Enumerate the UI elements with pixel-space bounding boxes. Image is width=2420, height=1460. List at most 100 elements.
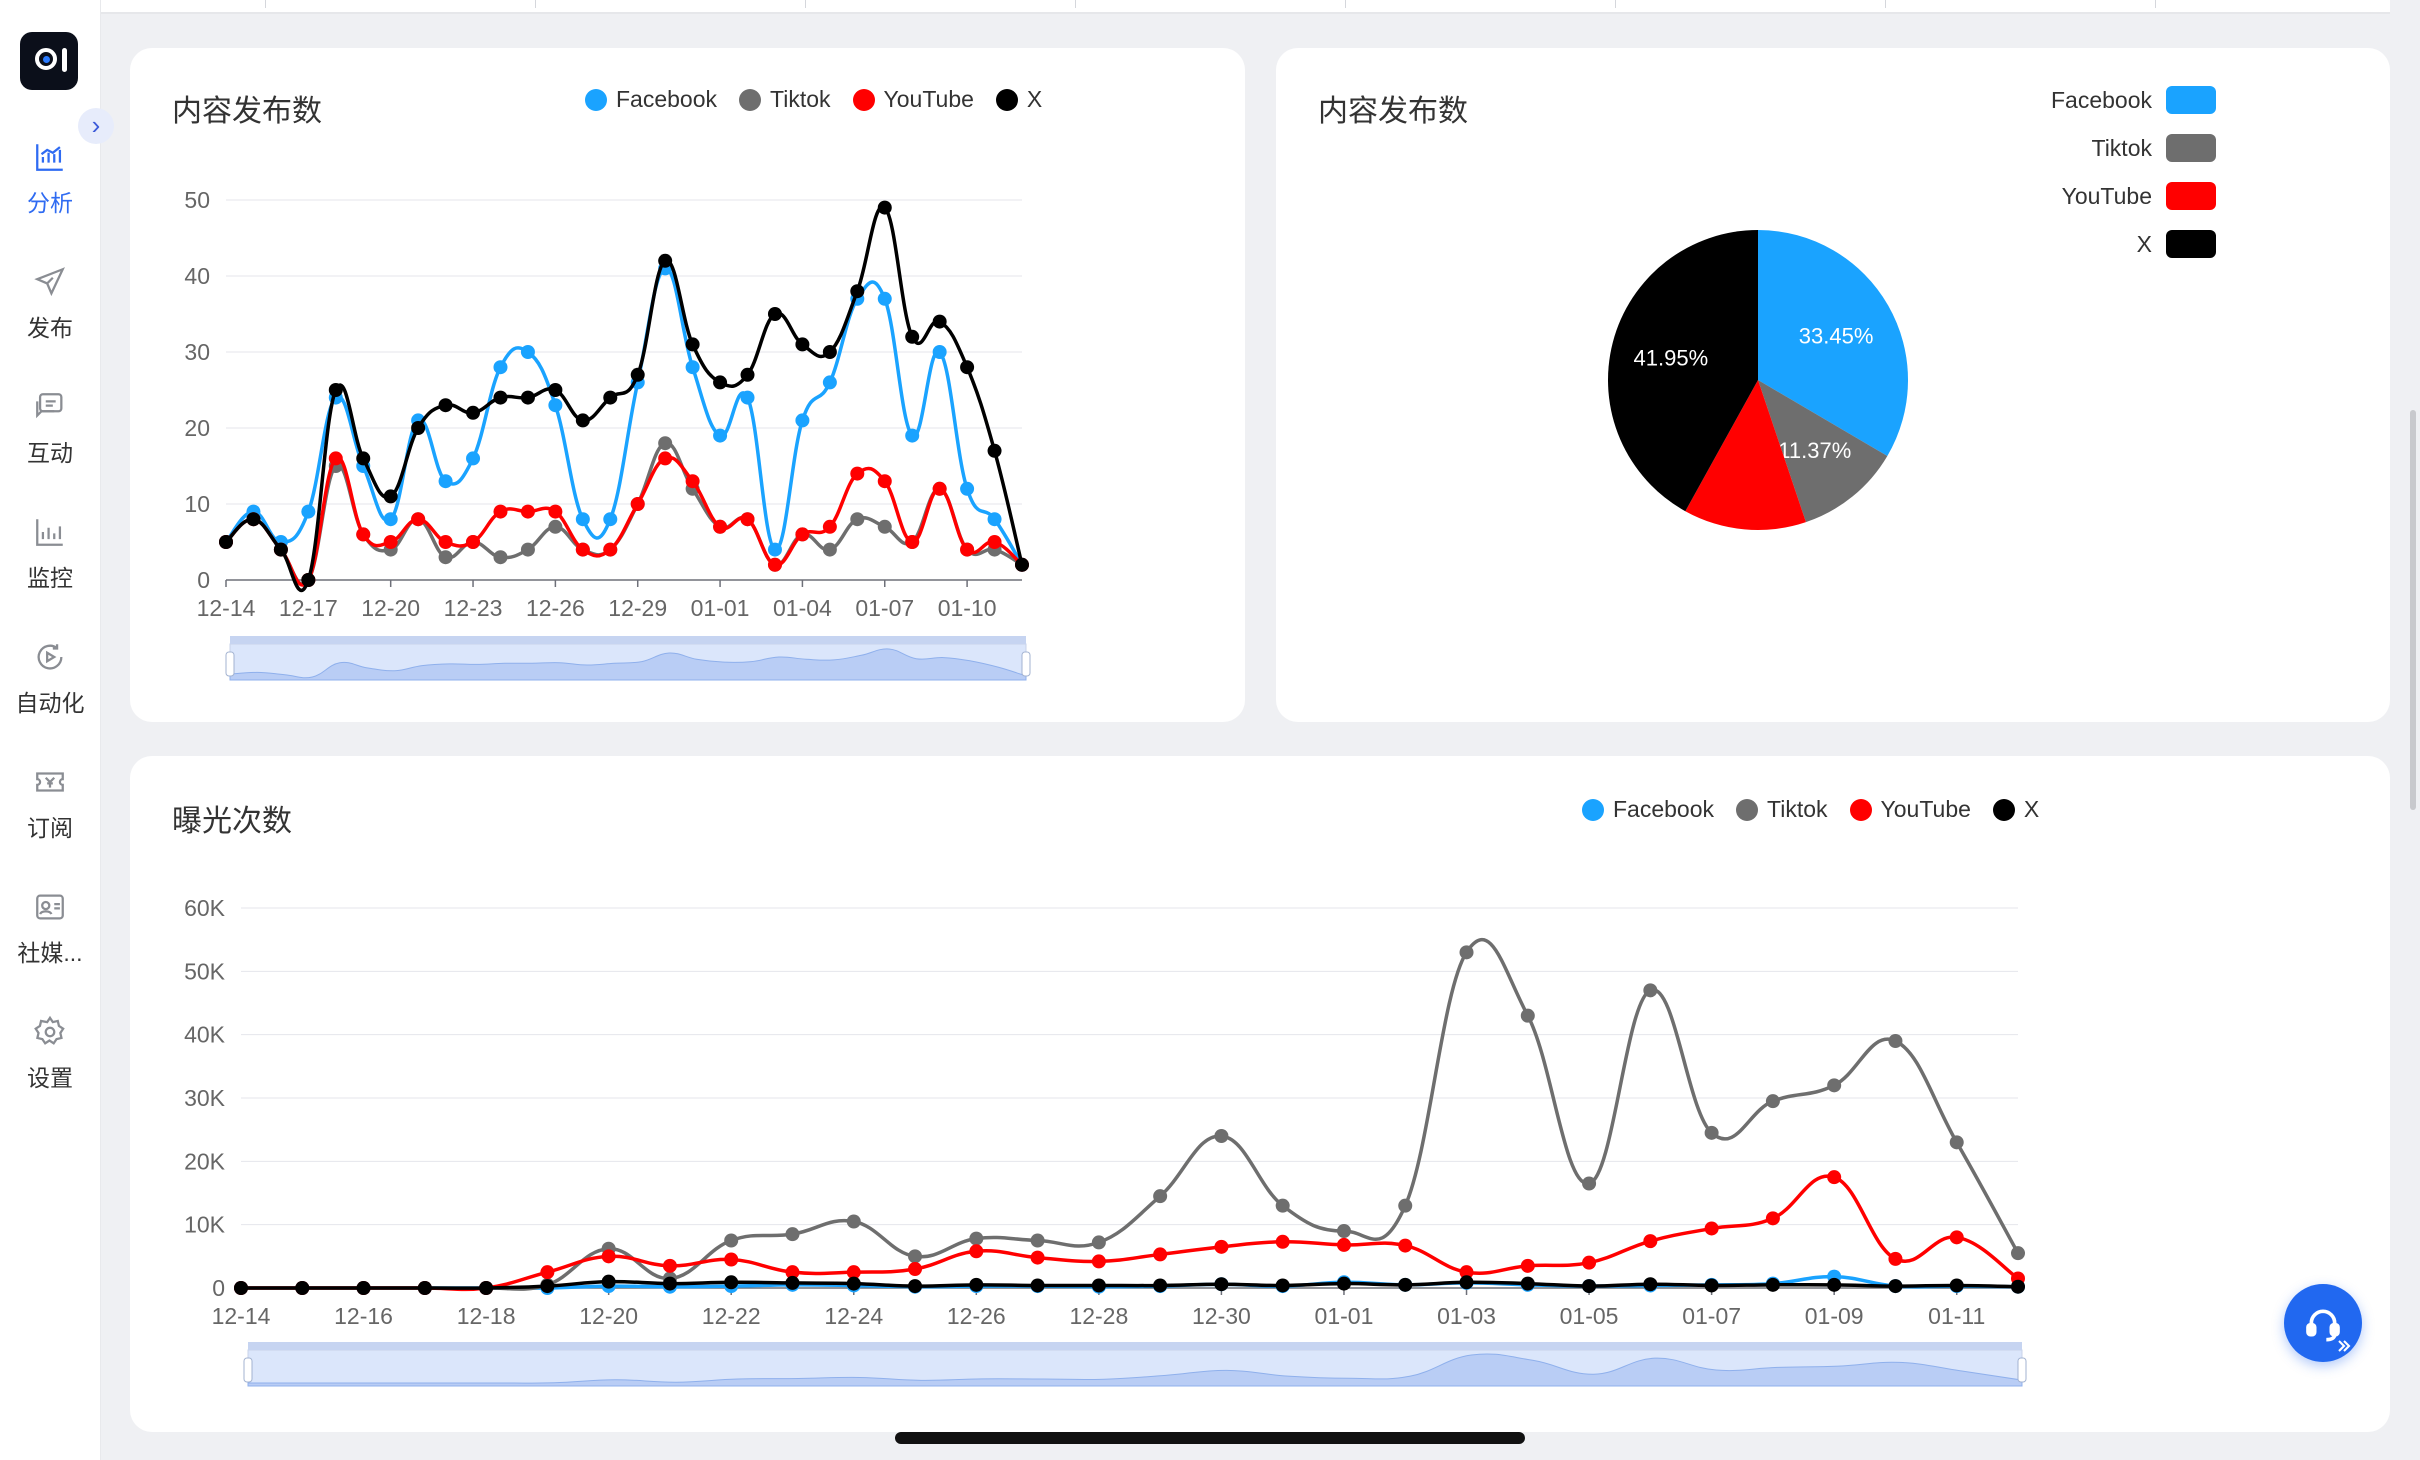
sidebar-expand-button[interactable]: ›	[78, 108, 114, 144]
x-tick-label: 01-05	[1560, 1303, 1619, 1329]
legend-item-tiktok[interactable]: Tiktok	[739, 86, 831, 113]
y-tick-label: 50K	[184, 958, 226, 984]
data-point-tiktok	[1949, 1135, 1964, 1150]
data-point-x	[1643, 1277, 1658, 1292]
data-point-tiktok	[1643, 983, 1658, 998]
data-point-facebook	[713, 428, 728, 443]
data-point-x	[1827, 1277, 1842, 1292]
data-point-tiktok	[1153, 1189, 1168, 1204]
legend-item-tiktok[interactable]: Tiktok	[2092, 134, 2216, 162]
data-point-youtube	[969, 1244, 984, 1259]
legend-item-youtube[interactable]: YouTube	[1849, 796, 1971, 823]
data-point-tiktok	[724, 1233, 739, 1248]
zoom-drag-bar	[248, 1342, 2022, 1350]
data-point-tiktok	[785, 1227, 800, 1242]
legend-item-facebook[interactable]: Facebook	[585, 86, 717, 113]
sidebar-item-publish[interactable]: 发布	[0, 265, 100, 375]
data-point-x	[1091, 1278, 1106, 1293]
data-point-tiktok	[877, 519, 892, 534]
data-point-facebook	[301, 504, 316, 519]
sidebar-item-label: 自动化	[15, 690, 85, 716]
x-tick-label: 12-17	[279, 595, 338, 621]
y-tick-label: 40K	[184, 1022, 226, 1048]
data-point-youtube	[1153, 1247, 1168, 1262]
x-tick-label: 12-26	[947, 1303, 1006, 1329]
gear-icon	[34, 1015, 65, 1045]
data-point-youtube	[1582, 1255, 1597, 1270]
data-point-x	[1214, 1277, 1229, 1292]
series-line-youtube	[224, 455, 1024, 587]
card-title: 内容发布数	[172, 95, 322, 128]
sidebar-item-interaction[interactable]: 互动	[0, 390, 100, 500]
x-tick-label: 12-20	[579, 1303, 638, 1329]
zoom-slider-preview	[247, 1353, 2023, 1387]
data-point-x	[273, 542, 288, 557]
sidebar-item-analytics[interactable]: 分析	[0, 140, 100, 250]
data-point-x	[630, 367, 645, 382]
data-point-x	[234, 1281, 248, 1295]
data-point-x	[383, 489, 398, 504]
data-point-x	[724, 1275, 739, 1290]
y-tick-label: 60K	[184, 895, 226, 921]
data-point-x	[540, 1279, 555, 1294]
data-point-x	[767, 307, 782, 321]
data-point-youtube	[411, 512, 426, 527]
data-point-x	[1704, 1278, 1719, 1293]
x-tick-label: 12-16	[334, 1303, 393, 1329]
data-point-x	[1459, 1275, 1474, 1290]
sidebar-item-settings[interactable]: 设置	[0, 1015, 100, 1125]
legend-item-youtube[interactable]: YouTube	[2062, 182, 2216, 210]
data-point-x	[877, 200, 892, 215]
y-tick-label: 30	[184, 339, 210, 365]
data-point-x	[328, 383, 343, 397]
y-tick-label: 0	[197, 567, 210, 593]
legend-item-facebook[interactable]: Facebook	[2051, 86, 2216, 114]
x-tick-label: 01-10	[938, 595, 997, 621]
data-point-tiktok	[1275, 1198, 1290, 1213]
data-point-x	[905, 329, 920, 344]
data-point-youtube	[1704, 1221, 1719, 1236]
data-point-tiktok	[1214, 1129, 1229, 1143]
zoom-handle-right	[1021, 651, 1031, 677]
data-point-x	[466, 405, 481, 420]
data-point-tiktok	[1765, 1094, 1780, 1109]
automation-play-icon	[37, 644, 63, 670]
zoom-handle-left	[225, 651, 235, 677]
legend-item-youtube[interactable]: YouTube	[852, 86, 974, 113]
data-point-youtube	[1398, 1238, 1413, 1253]
sidebar-item-subscription[interactable]: 订阅	[0, 765, 100, 875]
data-point-tiktok	[520, 542, 535, 557]
data-point-x	[785, 1275, 800, 1290]
app-logo[interactable]	[20, 32, 78, 90]
sidebar-item-label: 设置	[27, 1065, 73, 1091]
legend-item-x[interactable]: X	[1992, 796, 2039, 823]
data-point-x	[356, 1281, 371, 1295]
data-point-tiktok	[658, 436, 673, 451]
data-point-tiktok	[438, 550, 453, 565]
y-tick-label: 0	[212, 1275, 225, 1301]
sidebar-item-label: 发布	[27, 315, 73, 341]
data-point-x	[548, 383, 563, 397]
data-point-x	[301, 573, 316, 587]
data-point-x	[417, 1281, 432, 1295]
sidebar-item-monitor[interactable]: 监控	[0, 515, 100, 625]
data-point-facebook	[905, 428, 920, 443]
data-point-x	[658, 253, 673, 268]
page-scrollbar[interactable]	[2410, 410, 2416, 810]
data-point-youtube	[575, 542, 590, 557]
data-point-tiktok	[548, 519, 563, 534]
data-point-youtube	[520, 504, 535, 519]
sidebar-item-automation[interactable]: 自动化	[0, 640, 100, 750]
y-tick-label: 50	[184, 187, 210, 213]
data-point-facebook	[877, 291, 892, 306]
x-tick-label: 12-14	[197, 595, 256, 621]
zoom-handle-left	[243, 1357, 253, 1383]
x-tick-label: 01-01	[1315, 1303, 1374, 1329]
legend-item-tiktok[interactable]: Tiktok	[1736, 796, 1828, 823]
legend-item-x[interactable]: X	[995, 86, 1042, 113]
customer-support-button[interactable]	[2284, 1284, 2362, 1362]
legend-item-facebook[interactable]: Facebook	[1582, 796, 1714, 823]
card-title: 内容发布数	[1318, 95, 1468, 128]
legend-item-x[interactable]: X	[2137, 230, 2216, 258]
sidebar-item-social-accounts[interactable]: 社媒...	[0, 890, 100, 1000]
